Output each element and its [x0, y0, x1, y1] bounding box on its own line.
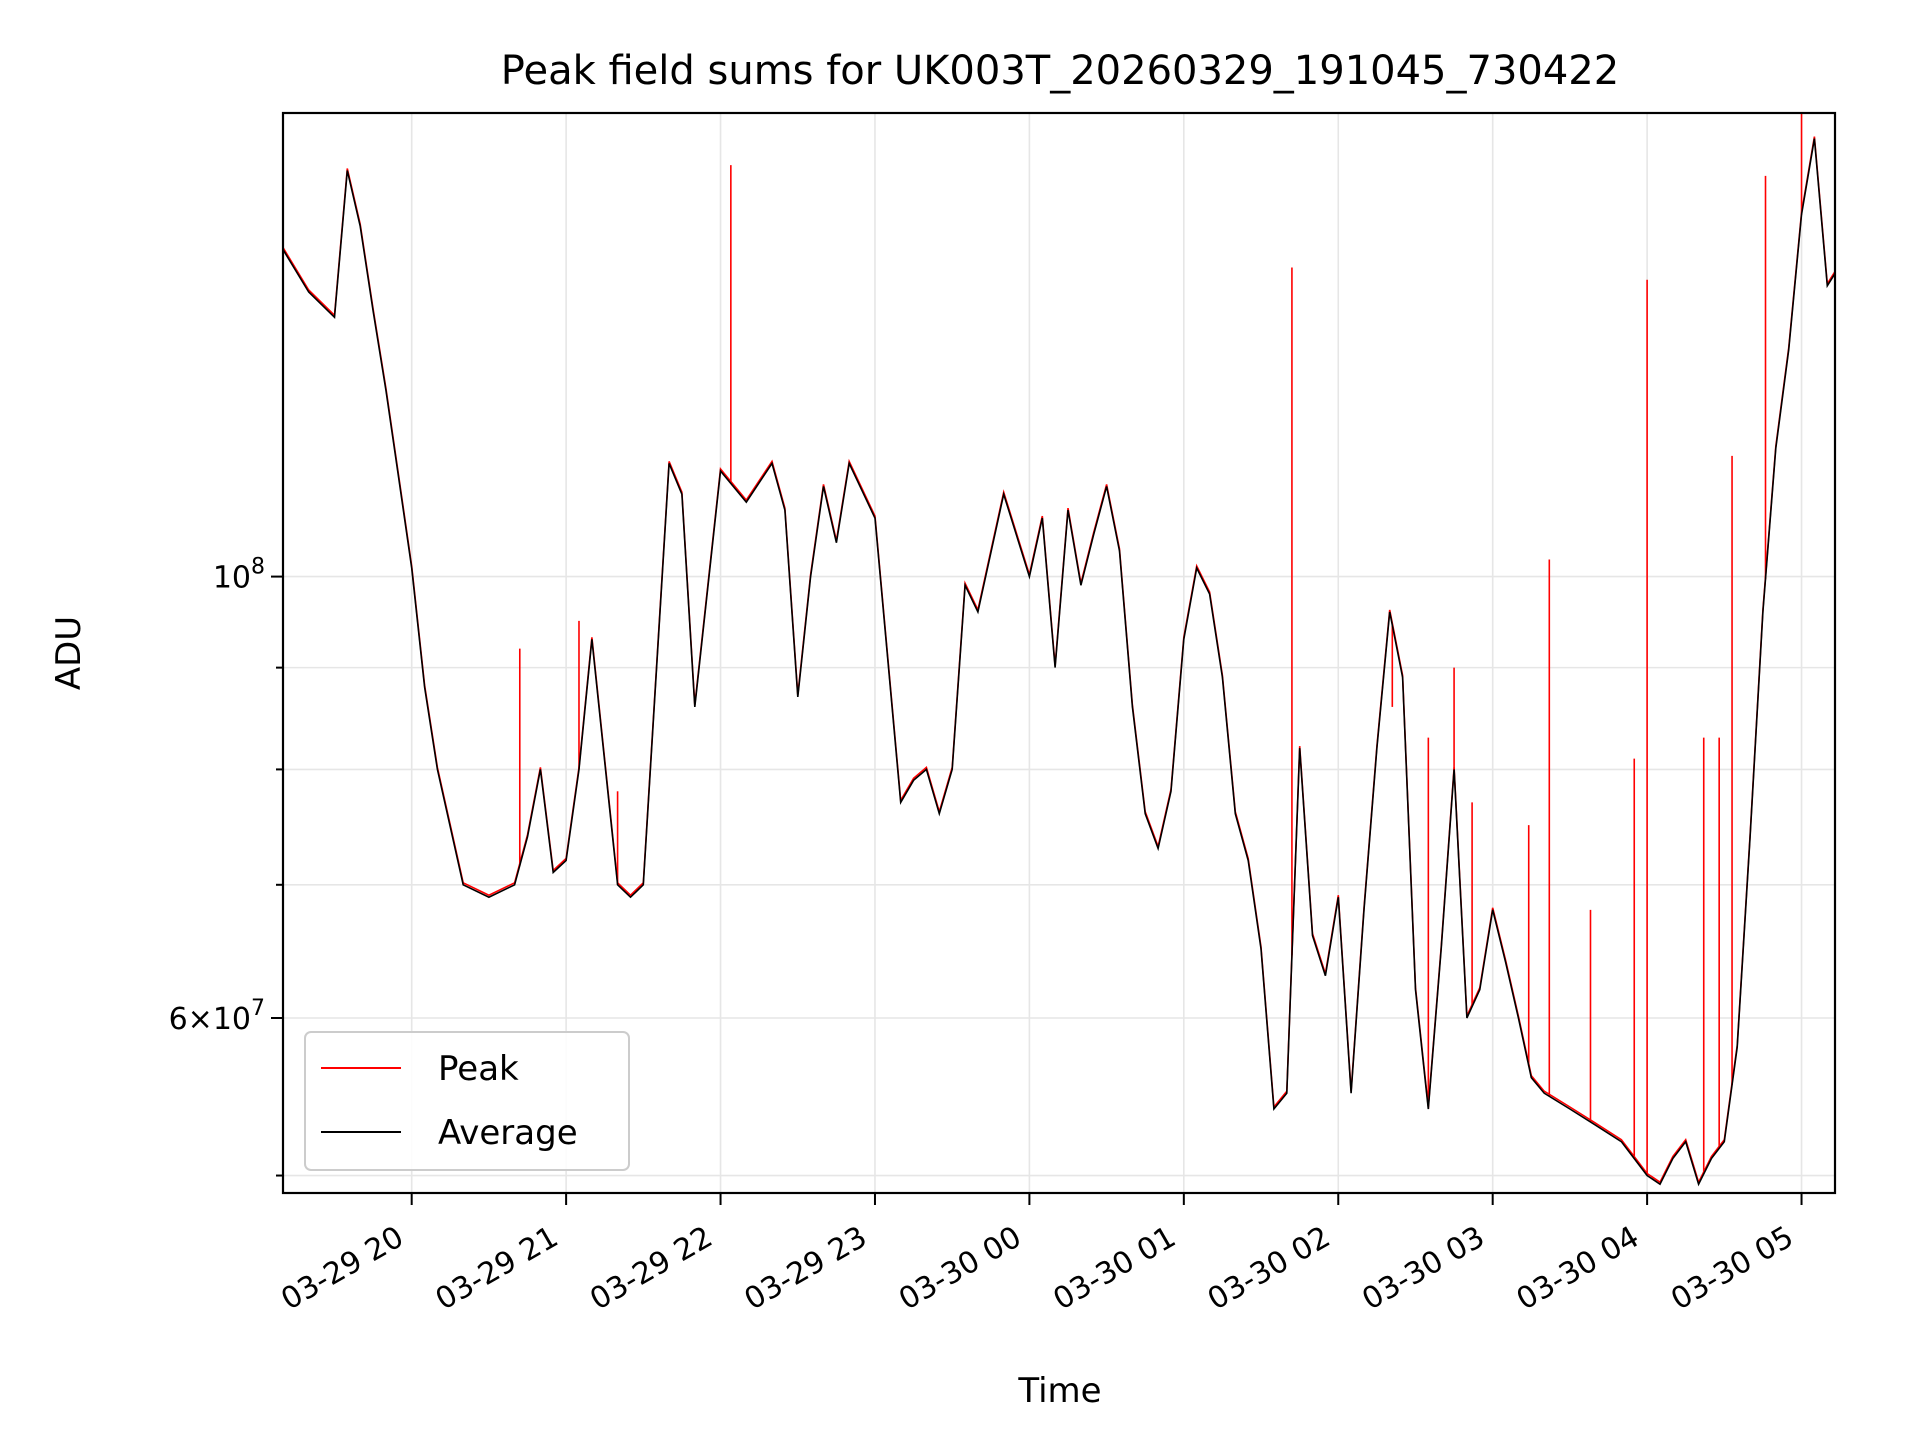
chart-title: Peak field sums for UK003T_20260329_1910… — [501, 48, 1619, 94]
legend-label-peak: Peak — [438, 1049, 519, 1089]
average-series-line — [282, 138, 1836, 1187]
y-axis-label: ADU — [49, 616, 89, 690]
x-axis-label: Time — [1017, 1371, 1101, 1411]
grid-lines — [283, 113, 1835, 1193]
plot-area — [282, 113, 1836, 1187]
plot-frame — [281, 111, 1837, 1195]
legend-box — [304, 1031, 630, 1171]
y-tick-label: 6×107 — [169, 996, 265, 1037]
legend-label-average: Average — [438, 1113, 578, 1153]
legend: Peak Average — [304, 1031, 630, 1171]
y-axis-ticks: 108 6×107 — [169, 555, 283, 1177]
y-tick-label: 108 — [213, 555, 265, 596]
